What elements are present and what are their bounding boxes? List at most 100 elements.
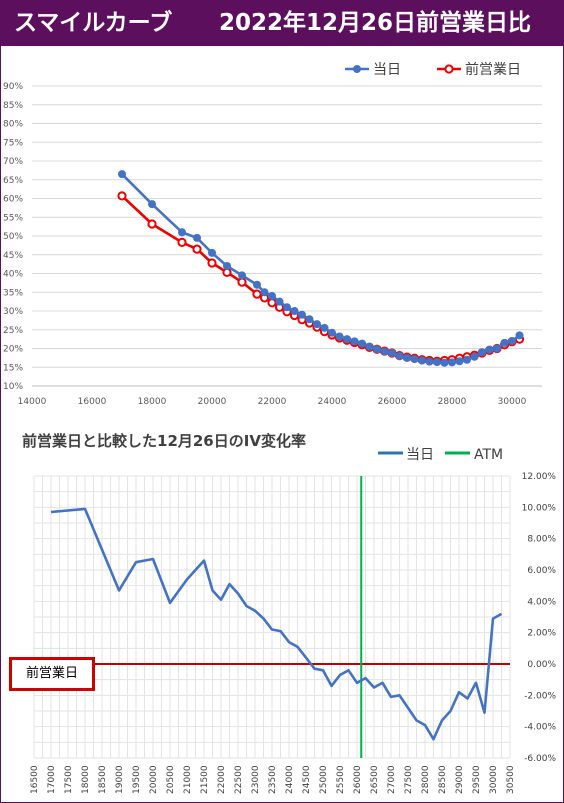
current-day-point — [500, 338, 509, 347]
series-line-1 — [121, 194, 520, 363]
x-tick-label: 17500 — [64, 765, 74, 794]
x-tick-label: 23000 — [251, 765, 261, 794]
y-tick-label: 0.00% — [527, 660, 556, 670]
y-tick-label: 12.00% — [522, 472, 557, 482]
y-tick-label: 70% — [3, 157, 23, 167]
x-tick-label: 18000 — [138, 397, 167, 407]
current-day-point — [395, 352, 404, 360]
x-tick-label: 20500 — [166, 765, 176, 794]
x-tick-label: 24000 — [285, 765, 295, 794]
current-day-point — [358, 339, 366, 348]
y-tick-label: -2.00% — [524, 691, 556, 701]
current-day-point — [373, 345, 381, 354]
iv-change-line — [50, 507, 503, 741]
current-day-point — [305, 315, 314, 324]
x-tick-label: 19000 — [115, 765, 125, 794]
y-tick-label: 55% — [3, 213, 23, 223]
current-day-point — [410, 355, 419, 363]
y-tick-label: 35% — [3, 288, 23, 298]
previous-day-label: 前営業日 — [9, 657, 95, 691]
x-tick-label: 23500 — [268, 765, 278, 794]
y-tick-label: 45% — [3, 251, 23, 261]
x-tick-label: 30000 — [489, 765, 499, 794]
current-day-point — [320, 323, 329, 332]
current-day-point — [253, 280, 261, 289]
iv-change-chart: -6.00% -4.00% -2.00% 0.00% 2.00% 4.00% 6.00% 8.… — [22, 447, 557, 794]
x-tick-label: 27000 — [387, 765, 397, 794]
x-tick-label: 26500 — [370, 765, 380, 794]
y-tick-label: 50% — [3, 232, 23, 242]
current-day-point — [343, 335, 351, 344]
prev-day-point — [207, 258, 217, 268]
smile-curve-chart: 10% 15% 20% 25% 30% 35% 40% 45% 50% 55% 60% 65% 70% 7… — [3, 61, 542, 407]
current-day-point — [275, 297, 284, 306]
y-tick-label: 20% — [3, 345, 23, 355]
current-day-point — [493, 344, 501, 353]
prev-day-point — [177, 237, 187, 247]
x-tick-label: 14000 — [18, 397, 47, 407]
current-day-point — [238, 271, 246, 280]
x-tick-label: 21000 — [183, 765, 193, 794]
legend-label-current: 当日 — [406, 447, 434, 463]
x-tick-label: 19500 — [132, 765, 142, 794]
current-day-point — [298, 310, 306, 319]
x-tick-label: 16000 — [78, 397, 107, 407]
x-tick-label: 20000 — [149, 765, 159, 794]
current-day-point — [485, 345, 494, 354]
y-tick-label: 65% — [3, 176, 23, 186]
iv-change-chart-title: 前営業日と比較した12月26日のIV変化率 — [22, 432, 306, 450]
current-day-point — [425, 357, 434, 366]
x-tick-label: 22500 — [234, 765, 244, 794]
current-day-point — [148, 200, 156, 209]
x-tick-label: 16500 — [30, 765, 40, 794]
y-tick-label: 25% — [3, 326, 23, 336]
legend-label: 当日 — [373, 62, 401, 78]
current-day-point — [283, 303, 291, 312]
current-day-point — [260, 288, 269, 297]
x-tick-label: 25000 — [319, 765, 329, 794]
x-tick-label: 27500 — [404, 765, 414, 794]
current-day-point — [508, 337, 516, 345]
x-tick-label: 29500 — [472, 765, 482, 794]
y-tick-label: 6.00% — [527, 566, 556, 576]
y-tick-label: 10% — [3, 382, 23, 392]
prev-day-point — [237, 277, 247, 287]
y-tick-label: 10.00% — [522, 503, 557, 513]
y-tick-label: 90% — [3, 82, 23, 92]
current-day-point — [403, 353, 411, 362]
y-tick-label: 8.00% — [527, 535, 556, 545]
current-day-point — [193, 233, 201, 242]
current-day-point — [455, 357, 464, 366]
current-day-point — [463, 355, 471, 364]
series-line-0 — [121, 173, 521, 365]
current-day-point — [178, 228, 186, 237]
y-tick-label: 60% — [3, 195, 23, 205]
title-right: 2022年12月26日前営業日比 — [219, 10, 532, 36]
title-banner: スマイルカーブ 2022年12月26日前営業日比 — [0, 0, 564, 46]
current-day-point — [335, 332, 344, 341]
x-tick-label: 21500 — [200, 765, 210, 794]
current-day-point — [118, 170, 126, 179]
current-day-point — [470, 352, 479, 361]
x-tick-label: 22000 — [217, 765, 227, 794]
legend-marker — [353, 65, 361, 73]
x-tick-label: 18500 — [98, 765, 108, 794]
current-day-point — [515, 331, 524, 340]
legend-label-atm: ATM — [474, 447, 503, 463]
current-day-point — [328, 328, 336, 337]
x-tick-label: 20000 — [198, 397, 227, 407]
x-tick-label: 24000 — [318, 397, 347, 407]
y-tick-label: 4.00% — [527, 597, 556, 607]
y-tick-label: -4.00% — [524, 723, 556, 733]
prev-day-point — [252, 289, 262, 299]
y-tick-label: 80% — [3, 120, 23, 130]
x-tick-label: 25500 — [336, 765, 346, 794]
current-day-point — [380, 347, 389, 356]
title-left: スマイルカーブ — [14, 10, 173, 36]
y-tick-label: -6.00% — [524, 754, 556, 764]
current-day-point — [478, 348, 486, 357]
y-tick-label: 30% — [3, 307, 23, 317]
current-day-point — [268, 292, 276, 300]
x-tick-label: 28000 — [421, 765, 431, 794]
y-tick-label: 15% — [3, 363, 23, 373]
